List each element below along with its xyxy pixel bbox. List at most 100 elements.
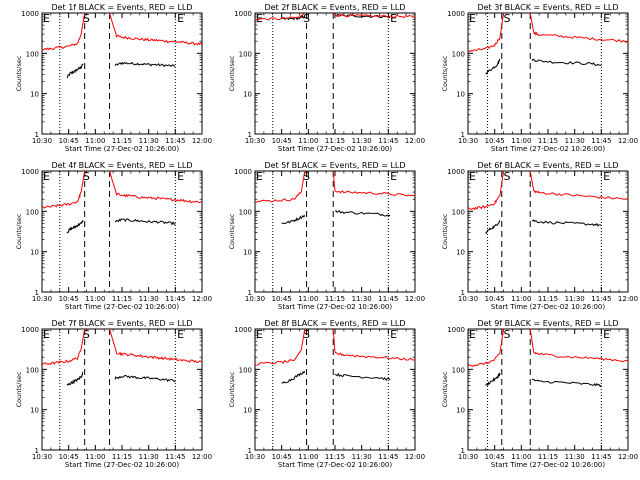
marker-annotation: E xyxy=(177,12,184,25)
x-tick-label: 10:30 xyxy=(32,137,52,145)
y-axis-label: Counts/sec xyxy=(228,55,236,91)
marker-annotation: E xyxy=(43,170,50,183)
marker-annotation: E xyxy=(469,170,476,183)
x-tick-label: 12:00 xyxy=(618,453,638,461)
events-series-line xyxy=(114,374,176,383)
y-tick-label: 1000 xyxy=(447,168,465,176)
x-axis-label: Start Time (27-Dec-02 10:26:00) xyxy=(491,303,605,311)
marker-annotation: E xyxy=(603,12,610,25)
marker-annotation: E xyxy=(603,170,610,183)
x-tick-label: 12:00 xyxy=(192,295,212,303)
x-tick-label: 11:00 xyxy=(511,453,531,461)
y-axis-label: Counts/sec xyxy=(228,371,236,407)
y-tick-label: 10 xyxy=(30,407,39,415)
chart-title: Det 2f BLACK = Events, RED = LLD xyxy=(264,3,405,12)
y-tick-label: 10 xyxy=(456,249,465,257)
y-tick-label: 1000 xyxy=(21,168,39,176)
marker-annotation: E xyxy=(390,170,397,183)
events-series-line xyxy=(485,372,501,387)
chart-title: Det 7f BLACK = Events, RED = LLD xyxy=(51,319,192,328)
axes-frame xyxy=(467,328,629,451)
y-tick-label: 100 xyxy=(26,366,39,374)
marker-annotation: S xyxy=(83,12,90,25)
marker-annotation: E xyxy=(256,170,263,183)
x-tick-label: 12:00 xyxy=(618,295,638,303)
y-tick-label: 1 xyxy=(35,447,39,455)
axes-frame xyxy=(41,170,203,293)
x-tick-label: 10:30 xyxy=(245,137,265,145)
lld-series-line xyxy=(255,329,306,366)
marker-annotation: E xyxy=(603,328,610,341)
y-tick-label: 1 xyxy=(461,131,465,139)
x-tick-label: 11:00 xyxy=(298,453,318,461)
x-tick-label: 11:15 xyxy=(112,295,132,303)
marker-annotation: E xyxy=(469,12,476,25)
chart-panel-3: Det 3f BLACK = Events, RED = LLD 1 10 100 10… xyxy=(441,3,638,153)
y-tick-label: 100 xyxy=(26,50,39,58)
marker-annotation: E xyxy=(390,328,397,341)
chart-panel-7: Det 7f BLACK = Events, RED = LLD 1 10 100 10… xyxy=(15,319,212,469)
x-tick-label: 10:45 xyxy=(272,295,292,303)
x-tick-label: 11:15 xyxy=(112,137,132,145)
y-tick-label: 1 xyxy=(461,289,465,297)
y-tick-label: 1000 xyxy=(234,168,252,176)
x-tick-label: 11:30 xyxy=(565,137,585,145)
lld-series-line xyxy=(529,13,628,43)
x-tick-label: 11:15 xyxy=(538,137,558,145)
x-axis-label: Start Time (27-Dec-02 10:26:00) xyxy=(491,461,605,469)
marker-annotation: E xyxy=(469,328,476,341)
y-axis-label: Counts/sec xyxy=(15,213,23,249)
y-axis-label: Counts/sec xyxy=(15,55,23,91)
x-tick-label: 11:30 xyxy=(139,295,159,303)
events-series-line xyxy=(66,63,84,79)
chart-title: Det 3f BLACK = Events, RED = LLD xyxy=(477,3,618,12)
x-tick-label: 12:00 xyxy=(192,453,212,461)
marker-annotation: S xyxy=(303,328,310,341)
chart-title: Det 4f BLACK = Events, RED = LLD xyxy=(51,161,192,170)
y-tick-label: 10 xyxy=(243,91,252,99)
y-tick-label: 10 xyxy=(30,249,39,257)
lld-series-line xyxy=(255,13,306,21)
x-tick-label: 11:45 xyxy=(591,295,611,303)
lld-series-line xyxy=(332,329,415,361)
marker-annotation: E xyxy=(43,12,50,25)
x-tick-label: 11:00 xyxy=(85,295,105,303)
chart-panel-1: Det 1f BLACK = Events, RED = LLD 1 10 100 10… xyxy=(15,3,212,153)
x-tick-label: 11:15 xyxy=(325,453,345,461)
y-tick-label: 10 xyxy=(243,407,252,415)
x-tick-label: 12:00 xyxy=(405,137,425,145)
x-tick-label: 11:00 xyxy=(298,137,318,145)
y-axis-label: Counts/sec xyxy=(15,371,23,407)
chart-title: Det 6f BLACK = Events, RED = LLD xyxy=(477,161,618,170)
y-tick-label: 1 xyxy=(248,289,252,297)
marker-annotation: E xyxy=(177,170,184,183)
x-tick-label: 10:30 xyxy=(458,295,478,303)
marker-annotation: S xyxy=(303,12,310,25)
marker-annotation: S xyxy=(83,328,90,341)
y-tick-label: 1 xyxy=(461,447,465,455)
lld-series-line xyxy=(42,329,86,365)
chart-title: Det 9f BLACK = Events, RED = LLD xyxy=(477,319,618,328)
x-axis-label: Start Time (27-Dec-02 10:26:00) xyxy=(278,145,392,153)
x-tick-label: 11:30 xyxy=(352,295,372,303)
y-axis-label: Counts/sec xyxy=(441,213,449,249)
y-tick-label: 100 xyxy=(239,50,252,58)
events-series-line xyxy=(485,58,501,75)
x-tick-label: 11:15 xyxy=(112,453,132,461)
y-axis-label: Counts/sec xyxy=(441,55,449,91)
lld-series-line xyxy=(42,171,86,209)
x-tick-label: 11:00 xyxy=(511,295,531,303)
x-tick-label: 11:45 xyxy=(378,453,398,461)
chart-panel-2: Det 2f BLACK = Events, RED = LLD 1 10 100 10… xyxy=(228,3,425,153)
x-axis-label: Start Time (27-Dec-02 10:26:00) xyxy=(65,303,179,311)
x-axis-label: Start Time (27-Dec-02 10:26:00) xyxy=(65,145,179,153)
x-tick-label: 11:15 xyxy=(325,295,345,303)
events-series-line xyxy=(485,219,501,235)
x-tick-label: 10:45 xyxy=(272,453,292,461)
axes-frame xyxy=(41,328,203,451)
events-series-line xyxy=(334,210,391,217)
lld-series-line xyxy=(468,329,505,367)
events-series-line xyxy=(66,371,84,386)
x-axis-label: Start Time (27-Dec-02 10:26:00) xyxy=(491,145,605,153)
y-tick-label: 1000 xyxy=(447,326,465,334)
